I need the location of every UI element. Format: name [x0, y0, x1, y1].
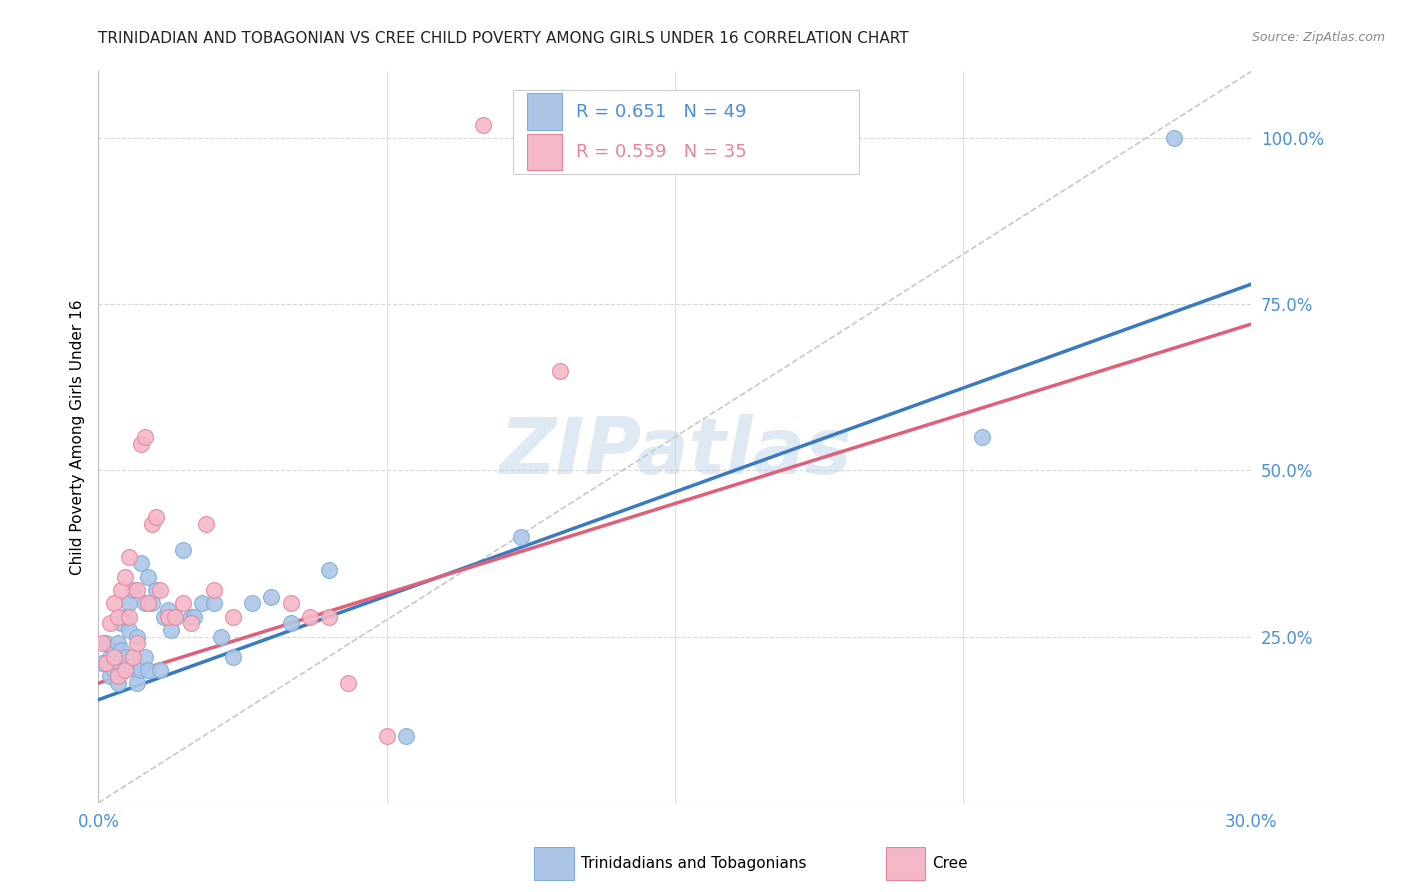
Point [191, 596, 214, 610]
Point [156, 603, 179, 617]
Point [129, 557, 152, 571]
Point [240, 596, 263, 610]
Point [471, 118, 494, 132]
Point [118, 549, 141, 564]
Text: R = 0.651   N = 49: R = 0.651 N = 49 [575, 103, 747, 120]
Point [298, 609, 321, 624]
Point [134, 430, 156, 444]
Point [172, 543, 194, 558]
Point [98, 616, 121, 631]
Point [172, 596, 194, 610]
Point [103, 663, 125, 677]
Point [122, 582, 145, 597]
Point [125, 636, 148, 650]
Text: Trinidadians and Tobagonians: Trinidadians and Tobagonians [581, 856, 806, 871]
Point [318, 563, 340, 577]
Y-axis label: Child Poverty Among Girls Under 16: Child Poverty Among Girls Under 16 [69, 300, 84, 574]
Point [103, 596, 125, 610]
Point [156, 609, 179, 624]
Point [114, 570, 136, 584]
Text: R = 0.559   N = 35: R = 0.559 N = 35 [575, 143, 747, 161]
Point [138, 570, 160, 584]
Point [141, 516, 163, 531]
Point [134, 596, 156, 610]
Point [110, 643, 132, 657]
Point [548, 363, 571, 377]
Point [94, 636, 117, 650]
Point [107, 676, 129, 690]
Point [149, 582, 172, 597]
Point [138, 663, 160, 677]
Point [91, 636, 114, 650]
Point [118, 609, 141, 624]
Point [134, 649, 156, 664]
Point [98, 669, 121, 683]
Point [337, 676, 360, 690]
Point [94, 656, 117, 670]
FancyBboxPatch shape [513, 90, 859, 174]
Point [114, 663, 136, 677]
Point [107, 609, 129, 624]
Point [395, 729, 418, 743]
Point [222, 649, 245, 664]
Point [114, 609, 136, 624]
Point [118, 596, 141, 610]
Point [141, 596, 163, 610]
Point [180, 616, 202, 631]
Point [114, 649, 136, 664]
Point [318, 609, 340, 624]
Point [1163, 131, 1185, 145]
Point [152, 609, 174, 624]
Point [110, 616, 132, 631]
Point [972, 430, 994, 444]
Text: TRINIDADIAN AND TOBAGONIAN VS CREE CHILD POVERTY AMONG GIRLS UNDER 16 CORRELATIO: TRINIDADIAN AND TOBAGONIAN VS CREE CHILD… [98, 31, 910, 46]
Point [145, 582, 167, 597]
Point [180, 609, 202, 624]
Text: Source: ZipAtlas.com: Source: ZipAtlas.com [1251, 31, 1385, 45]
Text: Cree: Cree [932, 856, 967, 871]
Point [209, 630, 232, 644]
Point [222, 609, 245, 624]
Point [107, 669, 129, 683]
Point [125, 676, 148, 690]
Point [103, 643, 125, 657]
Point [122, 649, 145, 664]
Text: ZIPatlas: ZIPatlas [499, 414, 851, 490]
Point [149, 663, 172, 677]
Point [160, 623, 183, 637]
Point [125, 663, 148, 677]
Point [129, 663, 152, 677]
Point [375, 729, 398, 743]
Point [103, 649, 125, 664]
Point [118, 623, 141, 637]
Point [98, 649, 121, 664]
Point [129, 436, 152, 450]
Point [110, 582, 132, 597]
Point [202, 582, 225, 597]
Point [122, 649, 145, 664]
Point [195, 516, 218, 531]
Point [183, 609, 205, 624]
Point [107, 656, 129, 670]
Point [125, 630, 148, 644]
Point [138, 596, 160, 610]
Point [280, 596, 302, 610]
Point [125, 582, 148, 597]
Point [114, 663, 136, 677]
Point [145, 509, 167, 524]
Point [260, 590, 283, 604]
Point [280, 616, 302, 631]
Point [165, 609, 187, 624]
Point [165, 609, 187, 624]
FancyBboxPatch shape [527, 134, 562, 170]
Point [107, 636, 129, 650]
Point [202, 596, 225, 610]
FancyBboxPatch shape [527, 94, 562, 130]
Point [91, 656, 114, 670]
Point [510, 530, 533, 544]
